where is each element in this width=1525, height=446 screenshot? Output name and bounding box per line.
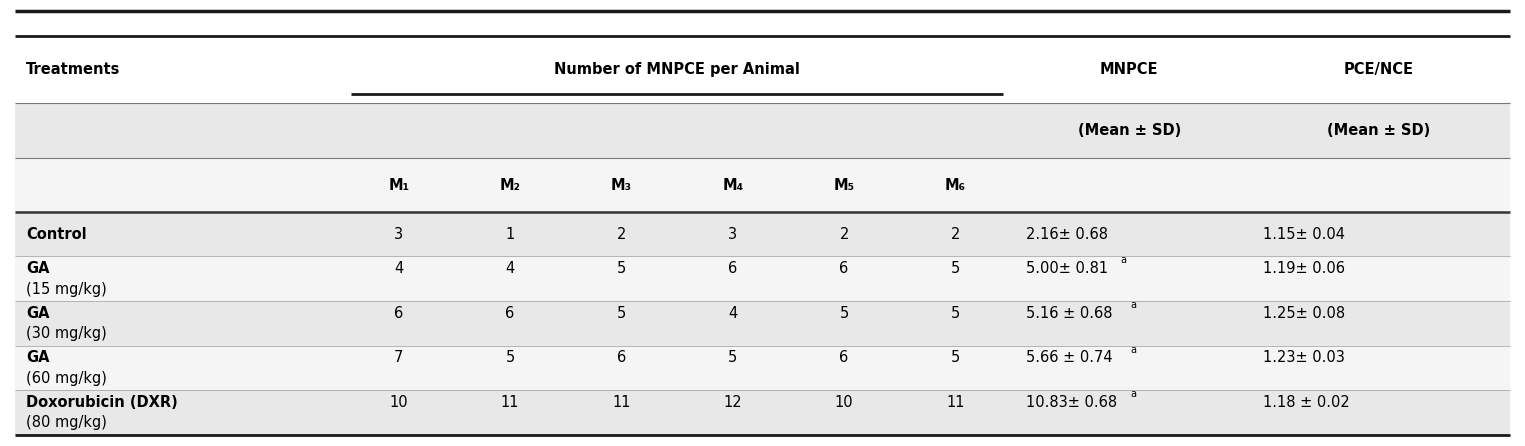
Text: 6: 6 xyxy=(839,261,849,276)
Text: 1.18 ± 0.02: 1.18 ± 0.02 xyxy=(1263,395,1350,410)
Text: M₁: M₁ xyxy=(389,178,409,193)
Text: 10: 10 xyxy=(834,395,854,410)
Text: 3: 3 xyxy=(395,227,403,242)
Bar xyxy=(15,212,1510,256)
Text: 5: 5 xyxy=(950,261,961,276)
Text: 1.19± 0.06: 1.19± 0.06 xyxy=(1263,261,1345,276)
Text: 1: 1 xyxy=(505,227,515,242)
Text: M₂: M₂ xyxy=(500,178,520,193)
Text: GA: GA xyxy=(26,261,49,276)
Text: 5: 5 xyxy=(950,306,961,321)
Text: 5.00± 0.81: 5.00± 0.81 xyxy=(1026,261,1109,276)
Text: 6: 6 xyxy=(393,306,404,321)
Bar xyxy=(15,256,1510,301)
Text: 2: 2 xyxy=(950,227,961,242)
Text: a: a xyxy=(1130,389,1136,399)
Text: 7: 7 xyxy=(393,350,404,365)
Text: 1.25± 0.08: 1.25± 0.08 xyxy=(1263,306,1345,321)
Text: (80 mg/kg): (80 mg/kg) xyxy=(26,415,107,430)
Text: 2: 2 xyxy=(839,227,849,242)
Text: Treatments: Treatments xyxy=(26,62,120,77)
Text: 6: 6 xyxy=(727,261,738,276)
Bar xyxy=(15,301,1510,346)
Text: 6: 6 xyxy=(616,350,627,365)
Text: 12: 12 xyxy=(723,395,743,410)
Text: 11: 11 xyxy=(612,395,631,410)
Text: a: a xyxy=(1130,300,1136,310)
Text: (Mean ± SD): (Mean ± SD) xyxy=(1078,123,1180,138)
Text: 10: 10 xyxy=(389,395,409,410)
Text: (60 mg/kg): (60 mg/kg) xyxy=(26,371,107,386)
Text: 6: 6 xyxy=(505,306,515,321)
Bar xyxy=(15,36,1510,103)
Text: M₅: M₅ xyxy=(834,178,854,193)
Text: 4: 4 xyxy=(393,261,404,276)
Text: 2.16± 0.68: 2.16± 0.68 xyxy=(1026,227,1109,242)
Text: 5: 5 xyxy=(727,350,738,365)
Text: 1.15± 0.04: 1.15± 0.04 xyxy=(1263,227,1345,242)
Text: M₃: M₃ xyxy=(612,178,631,193)
Text: Control: Control xyxy=(26,227,87,242)
Text: Doxorubicin (DXR): Doxorubicin (DXR) xyxy=(26,395,178,410)
Text: a: a xyxy=(1121,256,1127,265)
Text: a: a xyxy=(1130,345,1136,355)
Text: 11: 11 xyxy=(500,395,520,410)
Text: MNPCE: MNPCE xyxy=(1100,62,1159,77)
Text: 2: 2 xyxy=(616,227,627,242)
Text: 1.23± 0.03: 1.23± 0.03 xyxy=(1263,350,1345,365)
Text: 5: 5 xyxy=(616,261,627,276)
Text: M₄: M₄ xyxy=(723,178,743,193)
Text: GA: GA xyxy=(26,350,49,365)
Text: 11: 11 xyxy=(946,395,965,410)
Text: 3: 3 xyxy=(729,227,737,242)
Text: GA: GA xyxy=(26,306,49,321)
Text: 4: 4 xyxy=(727,306,738,321)
Text: 4: 4 xyxy=(505,261,515,276)
Text: (30 mg/kg): (30 mg/kg) xyxy=(26,326,107,341)
Text: Number of MNPCE per Animal: Number of MNPCE per Animal xyxy=(554,62,801,77)
Text: 10.83± 0.68: 10.83± 0.68 xyxy=(1026,395,1118,410)
Text: (15 mg/kg): (15 mg/kg) xyxy=(26,281,107,297)
Bar xyxy=(15,390,1510,435)
Text: 6: 6 xyxy=(839,350,849,365)
Bar xyxy=(15,103,1510,158)
Text: 5: 5 xyxy=(616,306,627,321)
Text: 5.66 ± 0.74: 5.66 ± 0.74 xyxy=(1026,350,1113,365)
Text: PCE/NCE: PCE/NCE xyxy=(1344,62,1414,77)
Text: 5.16 ± 0.68: 5.16 ± 0.68 xyxy=(1026,306,1113,321)
Text: (Mean ± SD): (Mean ± SD) xyxy=(1327,123,1430,138)
Bar xyxy=(15,11,1510,36)
Text: M₆: M₆ xyxy=(946,178,965,193)
Text: 5: 5 xyxy=(839,306,849,321)
Bar xyxy=(15,346,1510,390)
Bar xyxy=(15,158,1510,212)
Text: 5: 5 xyxy=(505,350,515,365)
Text: 5: 5 xyxy=(950,350,961,365)
